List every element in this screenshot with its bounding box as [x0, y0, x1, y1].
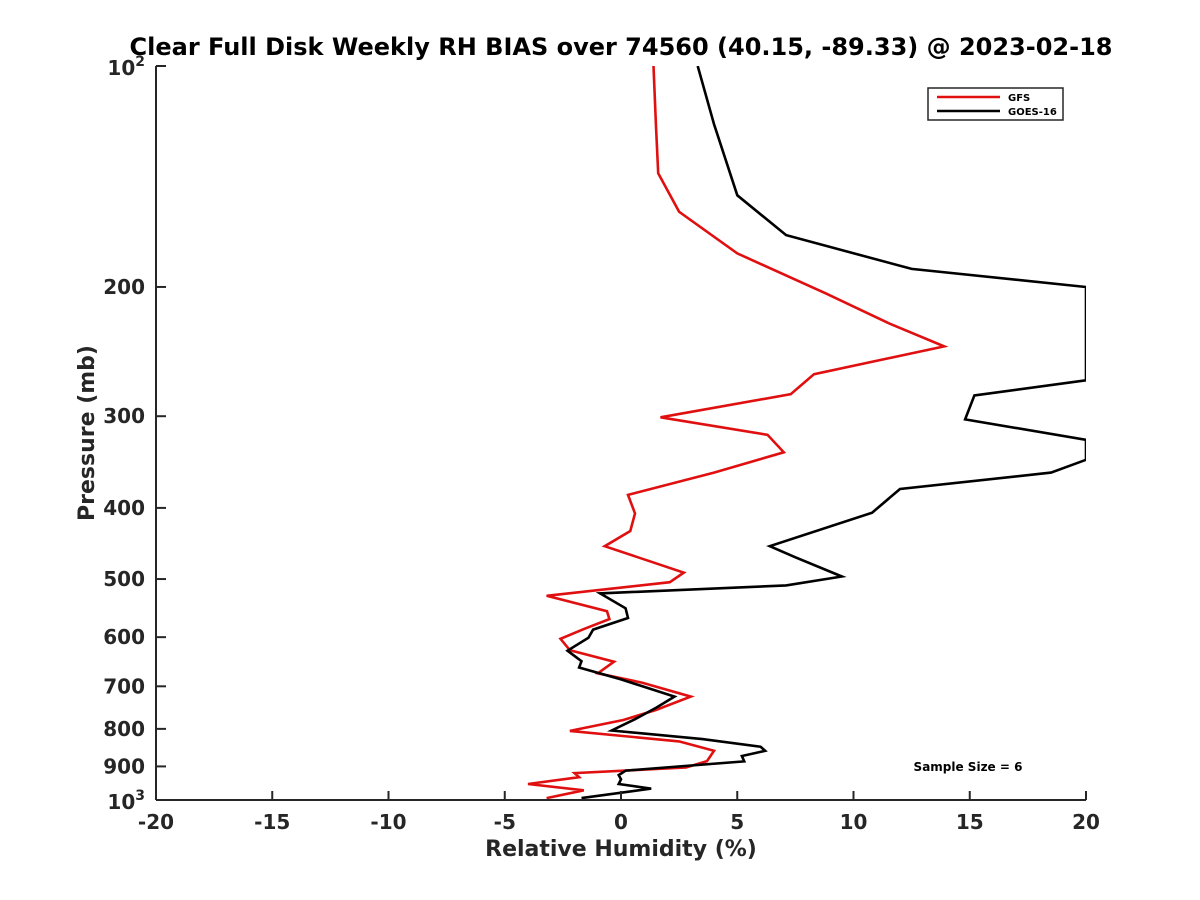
y-tick-label: 700	[103, 674, 145, 698]
x-tick-label: -20	[138, 810, 174, 834]
x-tick-label: 15	[956, 810, 984, 834]
x-tick-label: 5	[730, 810, 744, 834]
chart-title: Clear Full Disk Weekly RH BIAS over 7456…	[130, 33, 1113, 61]
x-axis-label: Relative Humidity (%)	[485, 837, 757, 862]
y-tick-label: 300	[103, 404, 145, 428]
x-tick-label: -15	[254, 810, 290, 834]
y-tick-label: 600	[103, 625, 145, 649]
series-line-gfs	[527, 66, 949, 800]
legend-label: GOES-16	[1008, 107, 1057, 118]
y-tick-label: 500	[103, 567, 145, 591]
x-tick-label: -10	[370, 810, 406, 834]
y-tick-label-top: 102	[107, 54, 145, 80]
y-tick-label: 400	[103, 496, 145, 520]
series-line-goes-16	[565, 66, 1086, 800]
legend-box	[927, 87, 1064, 121]
y-tick-label: 800	[103, 717, 145, 741]
y-axis-label: Pressure (mb)	[75, 345, 100, 521]
x-tick-label: 0	[614, 810, 628, 834]
axes-layer: -20 -15 -10 -5 0 5 10 15 20 200 300 400 500 600 700 800…	[103, 54, 1100, 834]
y-tick-label-bottom: 103	[107, 788, 145, 814]
series-layer	[527, 66, 1086, 800]
sample-size-annotation: Sample Size = 6	[914, 760, 1023, 774]
legend-label: GFS	[1008, 93, 1030, 104]
y-tick-label: 900	[103, 754, 145, 778]
x-tick-label: -5	[494, 810, 516, 834]
y-tick-label: 200	[103, 275, 145, 299]
legend: GFS GOES-16	[927, 87, 1064, 121]
x-tick-label: 20	[1072, 810, 1100, 834]
x-tick-label: 10	[840, 810, 868, 834]
